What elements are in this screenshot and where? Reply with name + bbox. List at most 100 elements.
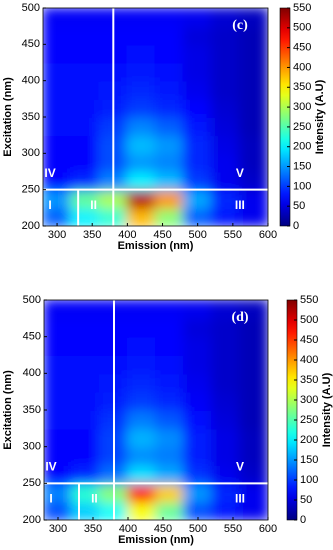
heatmap-cell <box>70 97 101 118</box>
heatmap-cell <box>44 482 73 503</box>
heatmap-cell <box>44 445 73 466</box>
heatmap-cell <box>154 79 185 100</box>
heatmap-cell <box>70 61 101 82</box>
heatmap-cell <box>182 25 213 46</box>
x-tick-label: 350 <box>84 523 102 535</box>
x-tick-label: 400 <box>119 523 137 535</box>
heatmap-cell <box>154 188 185 209</box>
heatmap-cell <box>154 116 185 137</box>
heatmap-cell <box>210 79 241 100</box>
heatmap-cell <box>210 97 241 118</box>
heatmap-cell <box>211 317 241 338</box>
x-tick-label: 500 <box>189 229 207 241</box>
heatmap-cell <box>70 134 101 155</box>
heatmap-cell <box>211 354 241 375</box>
heatmap-cell <box>71 372 101 393</box>
colorbar-tick-label: 50 <box>293 200 305 212</box>
heatmap-cell <box>239 300 268 320</box>
heatmap-cell <box>70 25 101 46</box>
heatmap-cell <box>210 116 241 137</box>
heatmap-cell <box>182 170 213 191</box>
heatmap-cell <box>71 335 101 356</box>
y-tick-label: 350 <box>23 404 41 416</box>
heatmap-cell <box>71 390 101 411</box>
heatmap-cell <box>211 372 241 393</box>
heatmap-cell <box>238 79 268 100</box>
colorbar-tick-label: 0 <box>300 514 306 526</box>
region-label: IV <box>44 166 55 180</box>
region-label: V <box>236 166 244 180</box>
heatmap-cell <box>182 206 213 226</box>
heatmap-cell <box>43 8 73 28</box>
heatmap-cell <box>239 335 268 356</box>
heatmap <box>43 8 268 226</box>
heatmap-cell <box>182 134 213 155</box>
heatmap-cell <box>71 409 101 430</box>
x-tick-label: 550 <box>224 523 242 535</box>
heatmap-cell <box>43 206 73 226</box>
heatmap-cell <box>126 25 157 46</box>
heatmap-cell <box>154 43 185 64</box>
heatmap-cell <box>155 335 185 356</box>
colorbar <box>286 299 298 521</box>
heatmap-cell <box>44 409 73 430</box>
colorbar-tick-label: 250 <box>300 414 318 426</box>
y-tick-label: 350 <box>22 111 40 123</box>
heatmap-cell <box>43 134 73 155</box>
heatmap-cell <box>210 61 241 82</box>
heatmap-cell <box>155 464 185 485</box>
x-tick-label: 600 <box>259 523 277 535</box>
heatmap-cell <box>155 317 185 338</box>
heatmap-cell <box>70 79 101 100</box>
colorbar-tick-label: 150 <box>300 454 318 466</box>
heatmap-cell <box>239 409 268 430</box>
heatmap-cell <box>182 43 213 64</box>
heatmap-cell <box>126 97 157 118</box>
heatmap-cell <box>182 152 213 173</box>
heatmap-cell <box>155 482 185 503</box>
heatmap-cell <box>71 300 101 320</box>
heatmap-cell <box>43 43 73 64</box>
heatmap-cell <box>126 170 157 191</box>
region-label: III <box>235 492 245 506</box>
heatmap-cell <box>70 170 101 191</box>
heatmap-cell <box>210 134 241 155</box>
heatmap-cell <box>44 390 73 411</box>
x-axis-label: Emission (nm) <box>118 534 194 546</box>
colorbar-tick-label: 550 <box>300 294 318 306</box>
heatmap-cell <box>183 372 213 393</box>
heatmap-cell <box>71 317 101 338</box>
heatmap-cell <box>71 445 101 466</box>
heatmap-cell <box>127 317 157 338</box>
heatmap-cell <box>126 188 157 209</box>
heatmap-cell <box>183 354 213 375</box>
heatmap-cell <box>210 152 241 173</box>
heatmap-cell <box>239 482 268 503</box>
heatmap-cell <box>126 61 157 82</box>
x-tick-label: 550 <box>224 229 242 241</box>
colorbar-tick-label: 350 <box>293 81 311 93</box>
heatmap-cell <box>183 409 213 430</box>
heatmap-cell <box>126 206 157 226</box>
heatmap-cell <box>182 188 213 209</box>
heatmap-cell <box>44 300 73 320</box>
colorbar-label: Intensity (A.U) <box>321 372 333 447</box>
heatmap-cell <box>44 464 73 485</box>
y-tick-label: 200 <box>22 220 40 232</box>
heatmap-cell <box>238 43 268 64</box>
heatmap-cell <box>210 188 241 209</box>
colorbar-tick-label: 200 <box>300 434 318 446</box>
heatmap-cell <box>238 152 268 173</box>
heatmap-cell <box>238 188 268 209</box>
heatmap-cell <box>238 170 268 191</box>
heatmap-cell <box>154 170 185 191</box>
colorbar-tick-label: 100 <box>293 180 311 192</box>
heatmap-cell <box>238 61 268 82</box>
heatmap-cell <box>239 354 268 375</box>
heatmap-cell <box>43 152 73 173</box>
heatmap-cell <box>127 354 157 375</box>
heatmap-cell <box>239 390 268 411</box>
heatmap-cell <box>211 335 241 356</box>
heatmap-cell <box>126 134 157 155</box>
heatmap-cell <box>239 500 268 520</box>
